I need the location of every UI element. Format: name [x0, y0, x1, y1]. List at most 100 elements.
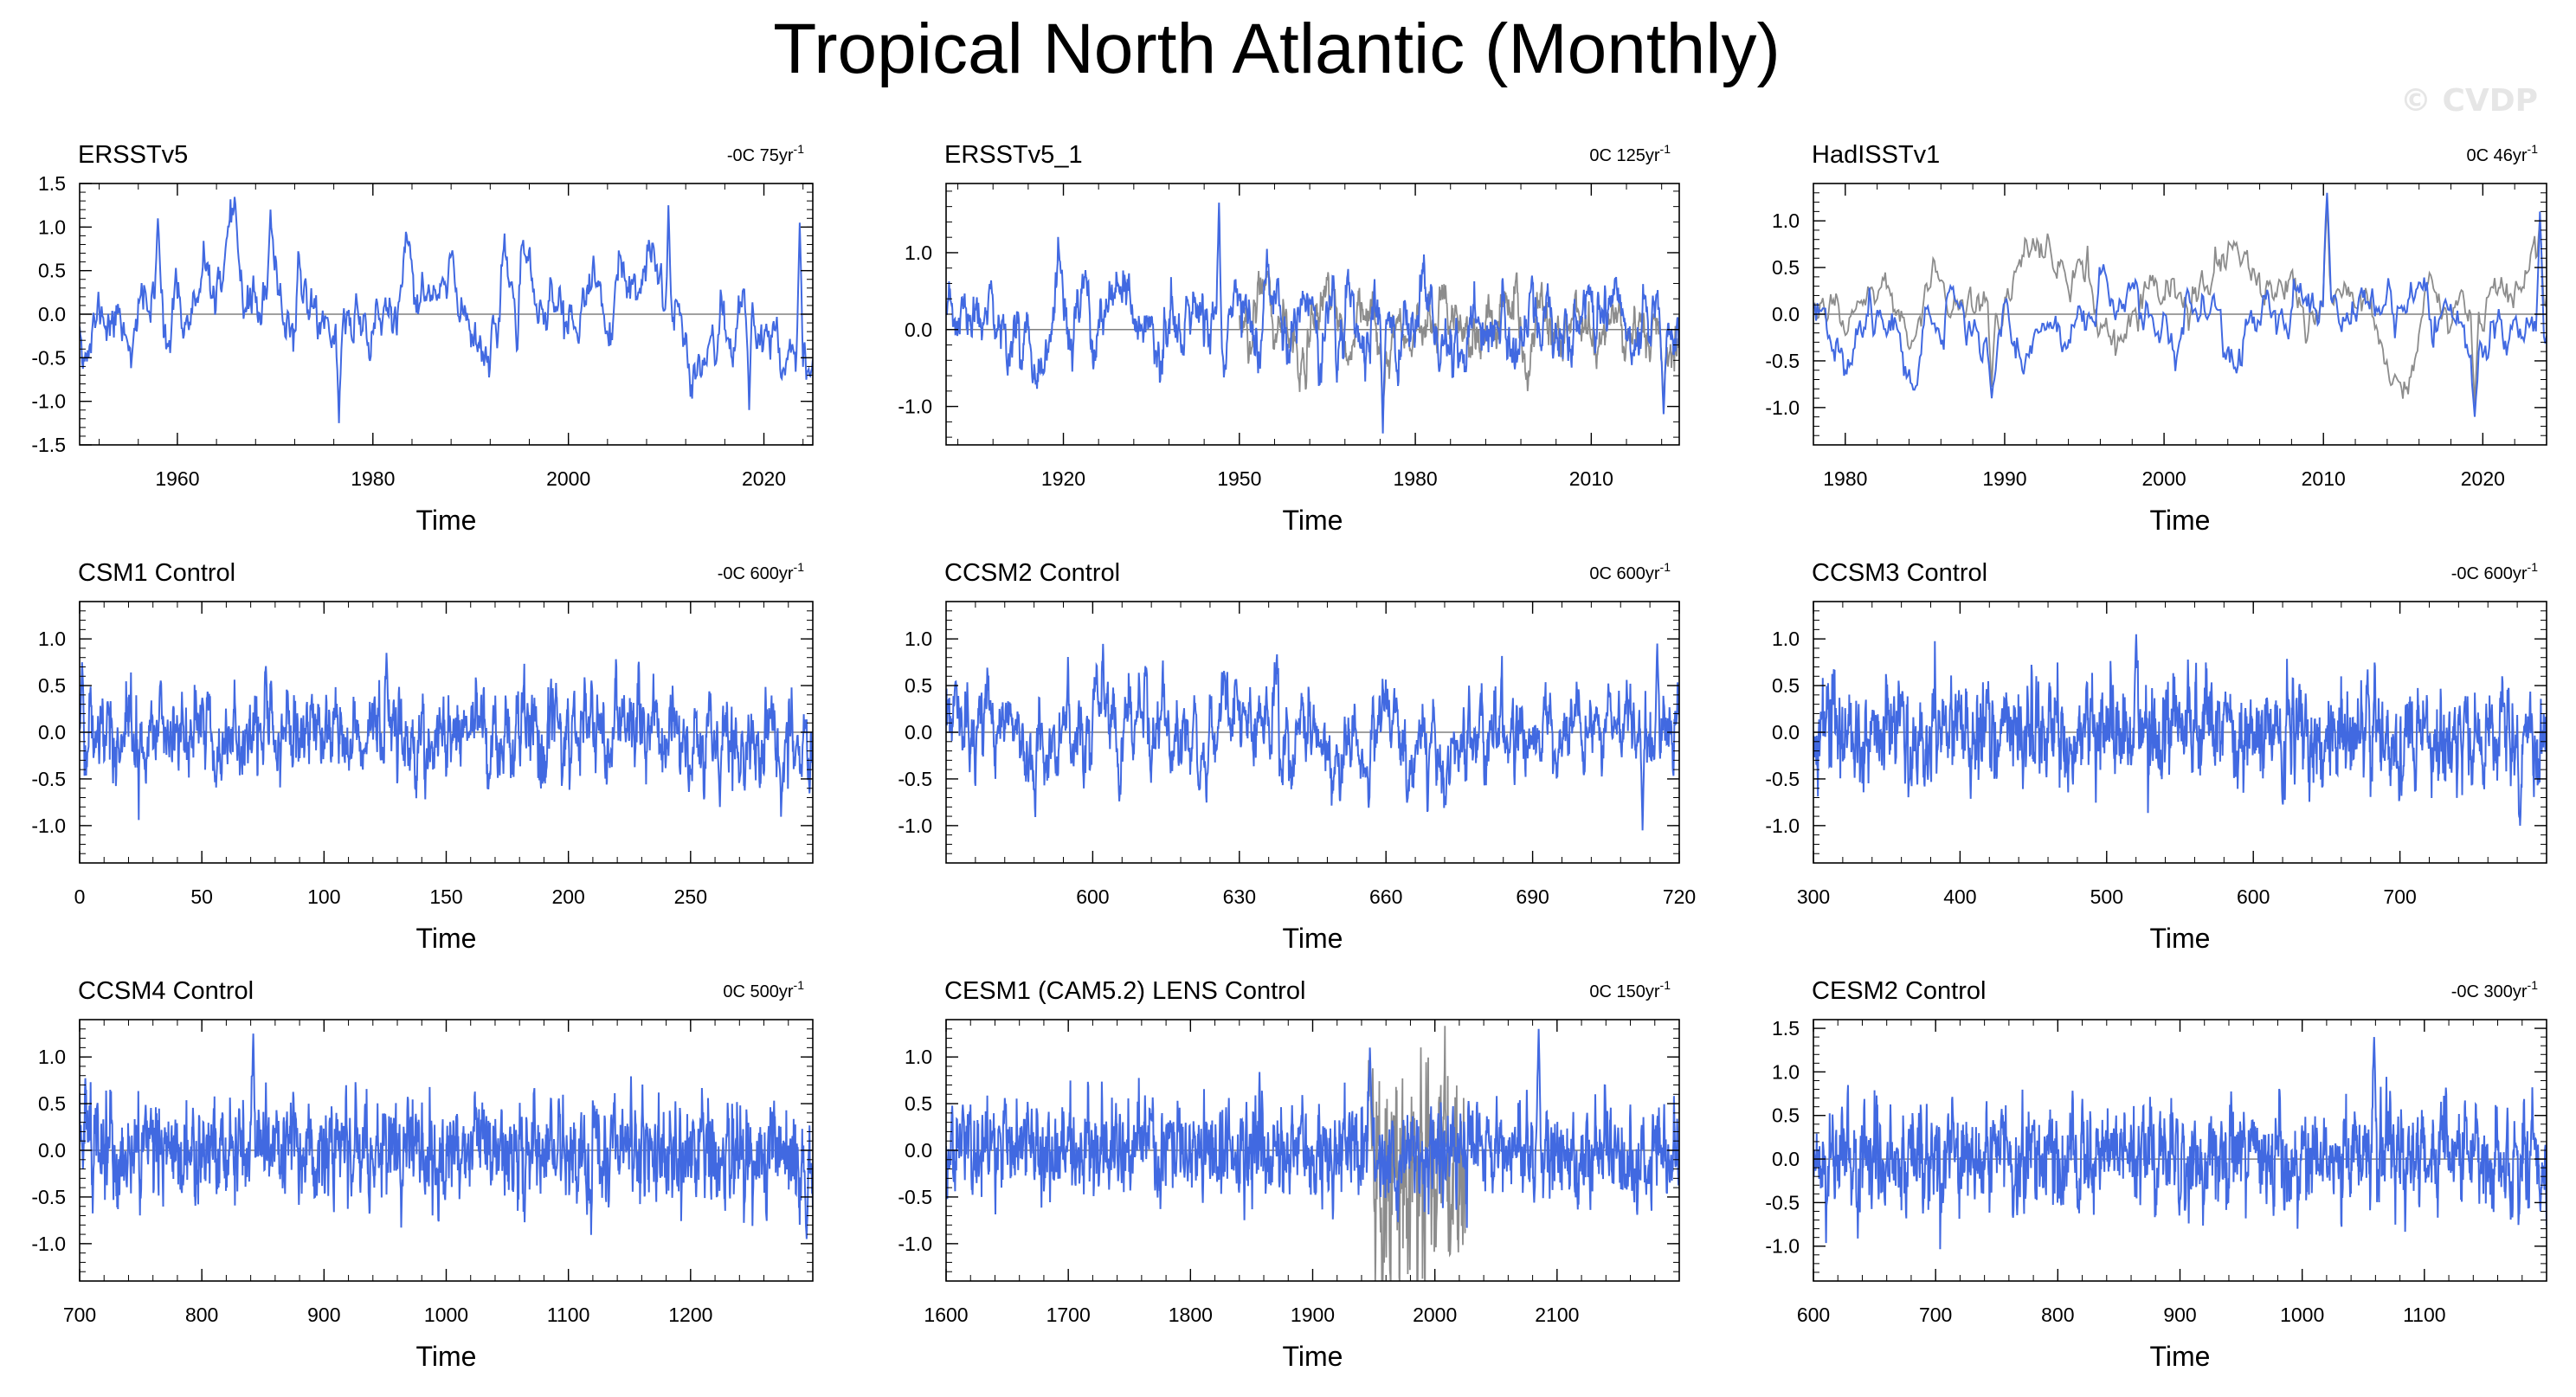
y-tick-label: -1.0 — [1765, 814, 1800, 837]
y-tick-label: 1.0 — [1772, 1060, 1800, 1083]
x-tick-label: 1000 — [424, 1304, 468, 1326]
panel-title: ERSSTv5 — [78, 141, 188, 169]
trend-value: -0C — [718, 564, 750, 583]
trend-unit: -1 — [794, 978, 805, 992]
chart-panel: CSM1 Control -0C 600yr-1 -1.0 -0.5 0.0 0.5 1.0… — [31, 559, 814, 954]
x-tick-label: 1600 — [924, 1304, 968, 1326]
panel-title: CCSM4 Control — [78, 977, 254, 1005]
y-tick-label: 0.0 — [905, 1139, 932, 1162]
y-tick-label: -0.5 — [31, 1186, 66, 1208]
copyright-watermark: © CVDP — [2400, 83, 2538, 119]
trend-unit: -1 — [794, 142, 805, 156]
x-axis-label: Time — [1283, 1341, 1343, 1372]
trend-value: 0C — [2467, 146, 2494, 165]
x-tick-label: 1000 — [2280, 1304, 2324, 1326]
chart-panel: ERSSTv5 -0C 75yr-1 -1.5 -1.0 -0.5 0.0 0.5 1.0 1.… — [31, 141, 814, 536]
trend-value: 0C — [723, 982, 750, 1001]
x-axis-label: Time — [416, 505, 477, 536]
y-tick-label: -1.5 — [31, 434, 66, 456]
panel-title: CCSM3 Control — [1812, 559, 1987, 587]
trend-label: -0C 600yr-1 — [2451, 560, 2538, 583]
x-tick-label: 1980 — [1393, 467, 1437, 490]
trend-value: 0C — [1589, 146, 1616, 165]
y-tick-label: -1.0 — [31, 1233, 66, 1255]
x-tick-label: 700 — [1919, 1304, 1952, 1326]
panel-title: CCSM2 Control — [944, 559, 1120, 587]
chart-panel: CESM2 Control -0C 300yr-1 -1.0 -0.5 0.0 0.5 1.… — [1765, 977, 2547, 1372]
x-axis-label: Time — [1283, 505, 1343, 536]
x-tick-label: 1990 — [1982, 467, 2026, 490]
series-line — [80, 196, 813, 423]
x-tick-label: 1980 — [351, 467, 395, 490]
chart-panel: HadISSTv1 0C 46yr-1 -1.0 -0.5 0.0 0.5 1.0 1980 1… — [1765, 141, 2547, 536]
x-axis-label: Time — [2150, 505, 2211, 536]
x-tick-label: 150 — [429, 885, 462, 908]
trend-value: 0C — [1589, 982, 1616, 1001]
y-tick-label: -1.0 — [31, 390, 66, 413]
trend-unit: -1 — [2528, 142, 2539, 156]
trend-label: 0C 500yr-1 — [723, 978, 804, 1001]
y-tick-label: 1.0 — [38, 1046, 66, 1068]
x-tick-label: 100 — [307, 885, 340, 908]
series-line — [946, 203, 1679, 434]
trend-value: -0C — [2451, 982, 2484, 1001]
trend-period: 75yr — [760, 146, 794, 165]
x-tick-label: 50 — [190, 885, 213, 908]
trend-label: 0C 46yr-1 — [2467, 142, 2539, 165]
x-tick-label: 2000 — [1413, 1304, 1457, 1326]
y-tick-label: -0.5 — [1765, 1191, 1800, 1214]
series-line — [1813, 1037, 2547, 1250]
x-tick-label: 800 — [185, 1304, 218, 1326]
x-tick-label: 1960 — [155, 467, 199, 490]
x-tick-label: 690 — [1516, 885, 1549, 908]
y-tick-label: -1.0 — [31, 814, 66, 837]
trend-unit: -1 — [2528, 560, 2539, 574]
y-tick-label: 0.5 — [905, 1092, 932, 1115]
x-tick-label: 1900 — [1291, 1304, 1335, 1326]
x-tick-label: 1700 — [1046, 1304, 1091, 1326]
x-tick-label: 630 — [1223, 885, 1256, 908]
y-tick-label: 0.0 — [905, 721, 932, 744]
y-tick-label: 0.5 — [1772, 674, 1800, 697]
trend-unit: -1 — [1660, 142, 1671, 156]
trend-unit: -1 — [1660, 978, 1671, 992]
x-tick-label: 600 — [2237, 885, 2270, 908]
x-tick-label: 2010 — [1569, 467, 1613, 490]
y-tick-label: 1.5 — [1772, 1017, 1800, 1040]
main-title: Tropical North Atlantic (Monthly) — [773, 10, 1781, 88]
y-tick-label: 0.5 — [905, 674, 932, 697]
chart-panel: CCSM3 Control -0C 600yr-1 -1.0 -0.5 0.0 0.5 1.… — [1765, 559, 2547, 954]
series-line — [80, 653, 813, 821]
trend-value: 0C — [1589, 564, 1616, 583]
y-tick-label: 0.5 — [38, 674, 66, 697]
trend-unit: -1 — [2528, 978, 2539, 992]
x-tick-label: 800 — [2041, 1304, 2074, 1326]
trend-value: -0C — [727, 146, 760, 165]
trend-period: 600yr — [2484, 564, 2528, 583]
x-tick-label: 720 — [1663, 885, 1696, 908]
y-tick-label: -1.0 — [898, 814, 932, 837]
x-tick-label: 2000 — [546, 467, 590, 490]
series-line — [1367, 1026, 1466, 1281]
y-tick-label: -1.0 — [1765, 396, 1800, 419]
trend-label: 0C 600yr-1 — [1589, 560, 1671, 583]
x-tick-label: 2100 — [1535, 1304, 1579, 1326]
trend-unit: -1 — [1660, 560, 1671, 574]
y-tick-label: 1.0 — [1772, 209, 1800, 232]
x-tick-label: 2000 — [2142, 467, 2186, 490]
trend-unit: -1 — [794, 560, 805, 574]
series-line — [1239, 268, 1679, 422]
trend-period: 125yr — [1617, 146, 1660, 165]
series-line — [946, 643, 1679, 831]
chart-panel: CESM1 (CAM5.2) LENS Control 0C 150yr-1 -1.… — [898, 977, 1680, 1372]
x-tick-label: 200 — [551, 885, 584, 908]
chart-panel: CCSM4 Control 0C 500yr-1 -1.0 -0.5 0.0 0.5 1.0… — [31, 977, 814, 1372]
y-tick-label: 1.0 — [38, 216, 66, 238]
y-tick-label: 1.5 — [38, 172, 66, 195]
y-tick-label: -1.0 — [898, 396, 932, 418]
y-tick-label: -0.5 — [31, 768, 66, 790]
x-tick-label: 700 — [2383, 885, 2416, 908]
x-tick-label: 2020 — [2461, 467, 2505, 490]
y-tick-label: 0.0 — [38, 303, 66, 325]
